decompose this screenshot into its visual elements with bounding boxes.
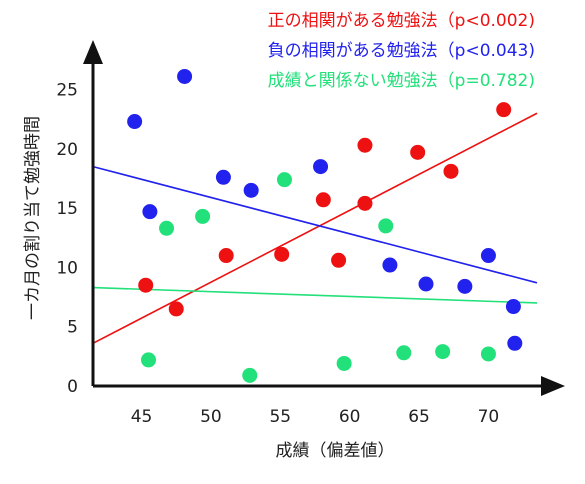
data-point-series-0 xyxy=(496,102,512,118)
x-tick-label: 60 xyxy=(339,407,361,427)
data-point-series-1 xyxy=(243,182,259,198)
data-point-series-2 xyxy=(480,346,496,362)
data-point-series-1 xyxy=(507,335,523,351)
data-point-series-0 xyxy=(315,192,331,208)
x-tick-label: 70 xyxy=(478,407,500,427)
data-point-series-1 xyxy=(480,248,496,264)
data-points xyxy=(127,68,523,383)
x-tick-label: 50 xyxy=(200,407,222,427)
trend-line-0 xyxy=(92,112,538,345)
data-point-series-1 xyxy=(457,278,473,294)
y-axis-arrow xyxy=(83,40,103,64)
data-point-series-2 xyxy=(435,344,451,360)
trend-line-2 xyxy=(92,286,538,304)
data-point-series-1 xyxy=(127,114,143,130)
legend-entry-unrelated: 成績と関係ない勉強法（p=0.782) xyxy=(268,71,535,91)
data-point-series-0 xyxy=(410,144,426,160)
x-axis-arrow xyxy=(541,376,565,396)
data-point-series-1 xyxy=(418,276,434,292)
data-point-series-2 xyxy=(378,218,394,234)
data-point-series-1 xyxy=(177,68,193,84)
y-tick-label: 15 xyxy=(56,199,78,219)
data-point-series-0 xyxy=(357,195,373,211)
data-point-series-2 xyxy=(141,352,156,368)
x-tick-label: 45 xyxy=(131,407,153,427)
y-tick-labels: 0 5 10 15 20 25 xyxy=(56,81,78,397)
data-point-series-1 xyxy=(382,257,398,273)
x-tick-labels: 45 50 55 60 65 70 xyxy=(131,407,500,427)
trend-line-1 xyxy=(92,165,538,284)
data-point-series-0 xyxy=(331,252,347,268)
data-point-series-0 xyxy=(274,246,290,262)
y-axis-title: 一カ月の割り当て勉強時間 xyxy=(23,116,43,320)
data-point-series-1 xyxy=(142,204,158,220)
y-tick-label: 20 xyxy=(56,140,78,160)
data-point-series-0 xyxy=(138,277,154,293)
data-point-series-1 xyxy=(313,159,329,175)
data-point-series-2 xyxy=(159,220,175,236)
data-point-series-0 xyxy=(443,163,459,179)
data-point-series-0 xyxy=(168,301,184,317)
data-point-series-2 xyxy=(242,367,258,383)
data-point-series-1 xyxy=(215,169,231,185)
y-tick-label: 5 xyxy=(67,318,78,338)
axes xyxy=(83,40,565,396)
y-tick-label: 0 xyxy=(67,377,78,397)
data-point-series-2 xyxy=(336,355,352,371)
y-tick-label: 25 xyxy=(56,81,78,101)
data-point-series-2 xyxy=(396,345,412,361)
x-axis-title: 成績（偏差値） xyxy=(276,441,395,461)
legend: 正の相関がある勉強法（p<0.002) 負の相関がある勉強法（p<0.043) … xyxy=(268,11,535,91)
data-point-series-1 xyxy=(505,299,521,315)
legend-entry-negative: 負の相関がある勉強法（p<0.043) xyxy=(268,41,535,61)
data-point-series-2 xyxy=(276,172,292,188)
x-tick-label: 65 xyxy=(408,407,430,427)
y-tick-label: 10 xyxy=(56,258,78,278)
legend-entry-positive: 正の相関がある勉強法（p<0.002) xyxy=(268,11,535,31)
data-point-series-2 xyxy=(195,208,211,224)
trend-lines xyxy=(92,112,538,345)
x-tick-label: 55 xyxy=(269,407,291,427)
data-point-series-0 xyxy=(218,248,234,264)
data-point-series-0 xyxy=(357,137,373,153)
